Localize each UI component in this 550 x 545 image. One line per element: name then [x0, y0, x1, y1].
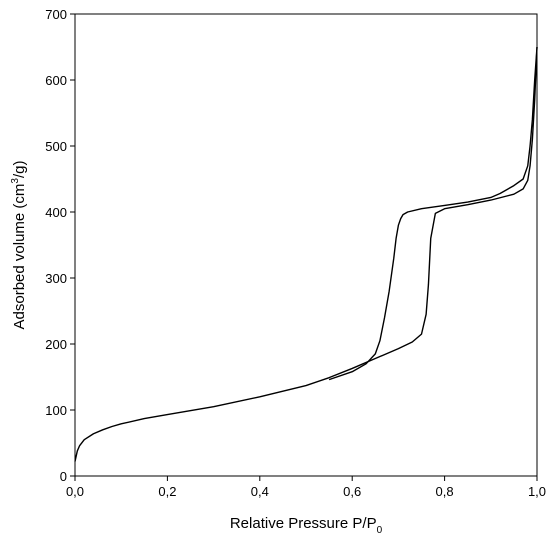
y-axis-label-before: Adsorbed volume (cm: [11, 184, 28, 330]
x-tick-label: 0,8: [436, 484, 454, 499]
x-tick-label: 0,0: [66, 484, 84, 499]
y-ticks: 0 100 200 300 400 500 600 700: [45, 7, 75, 484]
y-tick-label: 100: [45, 403, 67, 418]
y-tick-label: 300: [45, 271, 67, 286]
x-tick-label: 1,0: [528, 484, 546, 499]
x-tick-label: 0,6: [343, 484, 361, 499]
x-tick-label: 0,4: [251, 484, 269, 499]
y-axis-label: Adsorbed volume (cm3/g): [10, 161, 28, 330]
y-tick-label: 600: [45, 73, 67, 88]
x-ticks: 0,0 0,2 0,4 0,6 0,8 1,0: [66, 476, 546, 499]
desorption-branch-line: [328, 46, 538, 381]
series-layer: [74, 46, 538, 462]
adsorption-branch-line: [74, 46, 538, 462]
plot-frame: [74, 13, 538, 477]
x-axis-label-main: Relative Pressure P/P: [230, 515, 377, 532]
y-tick-label: 500: [45, 139, 67, 154]
y-axis-label-after: /g): [11, 161, 28, 179]
x-axis-label-subscript: 0: [377, 525, 383, 536]
y-tick-label: 0: [60, 469, 67, 484]
y-tick-label: 200: [45, 337, 67, 352]
x-tick-label: 0,2: [158, 484, 176, 499]
y-tick-label: 400: [45, 205, 67, 220]
y-tick-label: 700: [45, 7, 67, 22]
y-axis-label-superscript: 3: [10, 178, 21, 184]
x-axis-label: Relative Pressure P/P0: [230, 515, 383, 536]
